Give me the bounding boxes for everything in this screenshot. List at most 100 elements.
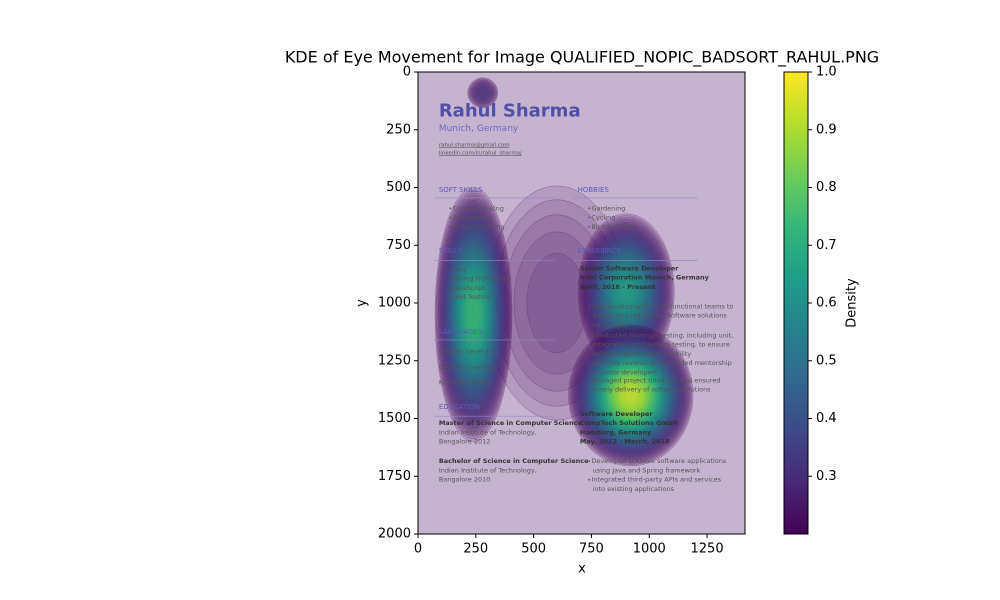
density-contour [587,346,674,445]
density-contour [581,220,671,363]
density-contour [605,367,656,424]
colorbar [783,71,809,535]
density-contour [476,86,489,99]
x-tick-label: 750 [579,542,604,557]
density-contour [610,266,642,317]
document-text: LANGUAGES [439,328,483,336]
document-text: HOBBIES [578,186,610,194]
density-contour [451,242,496,387]
document-text: CompTech Solutions GmbH [580,419,678,427]
density-contour [457,261,490,368]
document-text: Munich, Germany [439,124,519,134]
density-contour [601,252,651,331]
bullet [588,305,591,308]
density-contour [608,262,644,320]
density-contour [468,79,497,107]
density-contour [623,387,638,404]
document-text: Bird watching [591,223,636,231]
density-contour [448,232,499,397]
density-contour [588,230,664,353]
document-text: Led code reviews and provided mentorship [591,359,731,367]
density-contour [570,327,692,464]
document-text: Master of Science in Computer Science [439,419,583,427]
density-contour [494,199,620,407]
document-text: Managed project timelines and ensured [591,376,720,384]
density-contour [462,278,485,351]
density-contour [456,257,491,372]
document-text: into existing applications [593,485,675,493]
y-tick-label: 2000 [378,527,411,542]
y-tick-label: 250 [386,122,411,137]
density-contour [478,88,488,98]
density-contour [592,237,660,346]
density-contour [600,361,661,430]
density-contour [600,249,653,334]
colorbar-label: Density [845,278,860,328]
bullet [449,216,452,219]
density-contour [444,219,503,410]
density-contour [604,256,648,327]
x-tick-label: 1250 [691,542,724,557]
density-contour [451,244,496,385]
density-contour [602,253,650,329]
density-contour [611,268,641,315]
background-document: Rahul Sharma Munich, Germany rahul.sharma@… [434,100,733,493]
density-contour [596,243,657,340]
density-contour [591,236,661,347]
density-contour [598,247,654,336]
colorbar-tick-label: 1.0 [816,65,837,80]
x-axis-label: x [578,562,586,577]
density-contour [450,240,497,389]
density-contour [442,213,505,416]
document-text: Problem-solving [453,223,505,231]
density-contour [614,272,639,311]
axes: 0 250 500 750 1000 1250 0 250 500 750 1000 1250 1500… [378,65,837,557]
density-contour [445,221,502,408]
document-text: Indian Institute of Technology, [439,466,537,474]
density-contour [440,206,507,423]
density-contour [572,329,689,462]
density-contour [464,284,483,345]
colorbar-tick-label: 0.7 [816,238,837,253]
density-contour [471,81,495,105]
colorbar-tick-label: 0.8 [816,180,837,195]
density-contour [615,377,647,413]
density-contour [469,79,496,106]
density-contour [460,273,487,356]
density-contour [622,286,630,297]
density-contour [474,84,491,101]
document-text: Kannada: Fluent [439,379,493,387]
density-contour [450,238,497,391]
document-text: Bachelor of Science in Computer Science [439,457,589,465]
density-contour [584,225,668,358]
density-contour [454,251,493,378]
density-contour [601,251,652,332]
density-contour [469,301,478,329]
density-contour [596,356,665,435]
density-contour [475,85,490,100]
density-contour [617,380,645,411]
document-text: to junior developers [593,368,659,376]
document-text: Cycling [591,214,615,222]
density-contour [459,268,488,361]
density-contour [615,274,637,309]
y-axis-label: y [355,299,370,307]
density-contour [503,214,611,392]
density-contour [609,264,643,319]
density-contour [586,344,676,446]
document-text: Collaborated with cross-functional teams… [591,302,733,310]
density-contour [435,190,512,440]
document-text: EXPERIENCE [578,247,622,255]
density-contour [526,253,587,353]
density-contour [602,363,659,427]
density-contour [618,381,643,409]
bullet [449,277,452,280]
density-contour [578,335,684,455]
document-text: Java [452,266,467,274]
density-contour [591,351,670,440]
document-text: JavaScript [452,284,486,292]
document-text: Intel Corporation Munich, Germany [580,274,710,282]
document-text: design and implement software solutions [593,312,728,320]
density-contour [449,234,498,395]
